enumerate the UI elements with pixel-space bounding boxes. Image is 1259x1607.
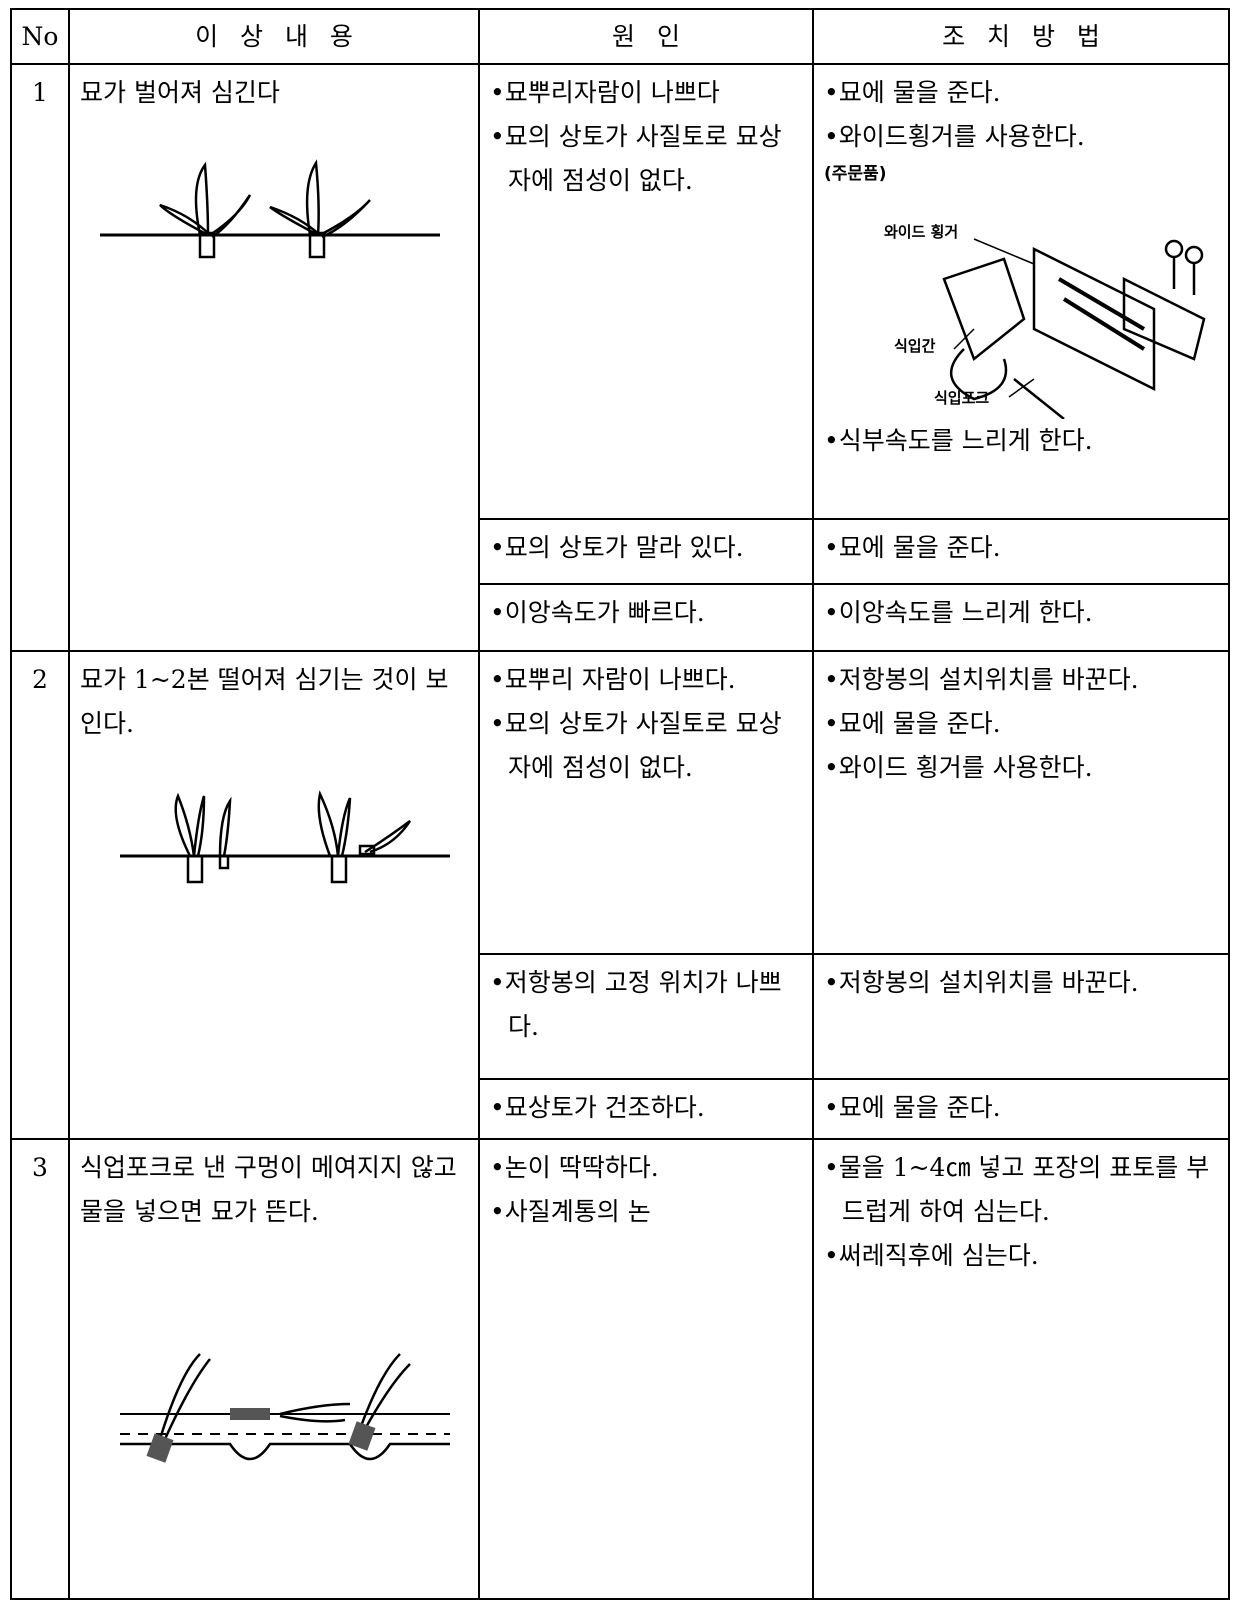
row-number: 1 bbox=[10, 63, 70, 652]
cell-text: •묘뿌리자람이 나쁘다 bbox=[490, 78, 720, 107]
row-number: 3 bbox=[10, 1138, 70, 1600]
cell-text: •식부속도를 느리게 한다. bbox=[824, 426, 1093, 455]
cell-text: •묘의 상토가 말라 있다. bbox=[490, 533, 744, 562]
problem-cell: 묘가 벌어져 심긴다 bbox=[68, 63, 480, 652]
header-cell: 조 치 방 법 bbox=[812, 8, 1230, 65]
header-cell: 원 인 bbox=[478, 8, 814, 65]
cell-text: •저항봉의 설치위치를 바꾼다. bbox=[824, 665, 1139, 694]
cell-text: •묘의 상토가 사질토로 묘상자에 점성이 없다. bbox=[490, 709, 782, 782]
remedy-cell: •묘에 물을 준다. bbox=[812, 1078, 1230, 1140]
table-row: •저항봉의 고정 위치가 나쁘다. •저항봉의 설치위치를 바꾼다. bbox=[11, 953, 1230, 1080]
illustration bbox=[120, 1353, 450, 1463]
table-row: •묘상토가 건조하다. •묘에 물을 준다. bbox=[11, 1078, 1230, 1140]
problem-text: 식업포크로 낸 구멍이 메여지지 않고 물을 넣으면 묘가 뜬다. bbox=[80, 1153, 457, 1226]
cell-text: •묘에 물을 준다. bbox=[824, 533, 1001, 562]
cell-text: •묘뿌리 자람이 나쁘다. bbox=[490, 665, 736, 694]
table-row: 2 묘가 1~2본 떨어져 심기는 것이 보인다. •묘뿌리 자람이 나쁘다. •묘의… bbox=[10, 650, 1230, 1140]
figure-label: 식입간 bbox=[894, 337, 936, 355]
cell-text: •물을 1~4㎝ 넣고 포장의 표토를 부드럽게 하여 심는다. bbox=[824, 1153, 1210, 1226]
remedy-cell: •묘에 물을 준다. bbox=[812, 518, 1230, 585]
cell-text: •논이 딱딱하다. bbox=[490, 1153, 659, 1182]
table-row: 3 식업포크로 낸 구멍이 메여지지 않고 물을 넣으면 묘가 뜬다. •논이 딱딱… bbox=[10, 1138, 1230, 1600]
figure-label: 식입포크 bbox=[934, 389, 989, 407]
remedy-cell: •저항봉의 설치위치를 바꾼다. bbox=[812, 953, 1230, 1080]
cause-cell: •묘상토가 건조하다. bbox=[478, 1078, 814, 1140]
illustration bbox=[100, 159, 440, 259]
cell-text: •묘에 물을 준다. bbox=[824, 709, 1001, 738]
cause-cell: •묘의 상토가 말라 있다. bbox=[478, 518, 814, 585]
cell-text: •묘에 물을 준다. bbox=[824, 78, 1001, 107]
header-cell: No bbox=[10, 8, 70, 65]
cause-cell: •묘뿌리 자람이 나쁘다. •묘의 상토가 사질토로 묘상자에 점성이 없다. bbox=[478, 650, 814, 955]
row-number: 2 bbox=[10, 650, 70, 1140]
table-row: •이앙속도가 빠르다. •이앙속도를 느리게 한다. bbox=[11, 583, 1230, 652]
cell-text: •저항봉의 설치위치를 바꾼다. bbox=[824, 968, 1139, 997]
cell-text: •묘의 상토가 사질토로 묘상자에 점성이 없다. bbox=[490, 122, 782, 195]
cell-text: •묘상토가 건조하다. bbox=[490, 1093, 705, 1122]
figure-label: 와이드 횡거 bbox=[884, 223, 958, 241]
table-row: •묘의 상토가 말라 있다. •묘에 물을 준다. bbox=[11, 518, 1230, 585]
cause-cell: •묘뿌리자람이 나쁘다 •묘의 상토가 사질토로 묘상자에 점성이 없다. bbox=[478, 63, 814, 520]
illustration bbox=[120, 790, 450, 884]
problem-text: 묘가 1~2본 떨어져 심기는 것이 보인다. bbox=[80, 665, 449, 738]
cell-text: •저항봉의 고정 위치가 나쁘다. bbox=[490, 968, 782, 1041]
cell-text: •이앙속도를 느리게 한다. bbox=[824, 598, 1093, 627]
cell-text: •와이드 횡거를 사용한다. bbox=[824, 753, 1093, 782]
problem-text: 묘가 벌어져 심긴다 bbox=[80, 78, 280, 107]
remedy-cell: •물을 1~4㎝ 넣고 포장의 표토를 부드럽게 하여 심는다. •써레직후에 심… bbox=[812, 1138, 1230, 1600]
header-cell: 이 상 내 용 bbox=[68, 8, 480, 65]
cell-text: •와이드횡거를 사용한다. bbox=[824, 122, 1085, 151]
cell-text: •사질계통의 논 bbox=[490, 1197, 651, 1226]
problem-cell: 묘가 1~2본 떨어져 심기는 것이 보인다. bbox=[68, 650, 480, 1140]
cause-cell: •논이 딱딱하다. •사질계통의 논 bbox=[478, 1138, 814, 1600]
table-row: 1 묘가 벌어져 심긴다 •묘뿌리자람이 나쁘다 •묘의 상토가 사질토로 묘상자에 … bbox=[10, 63, 1230, 652]
remedy-cell: •이앙속도를 느리게 한다. bbox=[812, 583, 1230, 652]
cause-cell: •이앙속도가 빠르다. bbox=[478, 583, 814, 652]
figure-note: (주문품) bbox=[824, 164, 887, 184]
remedy-cell: •저항봉의 설치위치를 바꾼다. •묘에 물을 준다. •와이드 횡거를 사용한다. bbox=[812, 650, 1230, 955]
cell-text: •묘에 물을 준다. bbox=[824, 1093, 1001, 1122]
cause-cell: •저항봉의 고정 위치가 나쁘다. bbox=[478, 953, 814, 1080]
cell-text: •써레직후에 심는다. bbox=[824, 1241, 1039, 1270]
cell-text: •이앙속도가 빠르다. bbox=[490, 598, 705, 627]
problem-cell: 식업포크로 낸 구멍이 메여지지 않고 물을 넣으면 묘가 뜬다. bbox=[68, 1138, 480, 1600]
